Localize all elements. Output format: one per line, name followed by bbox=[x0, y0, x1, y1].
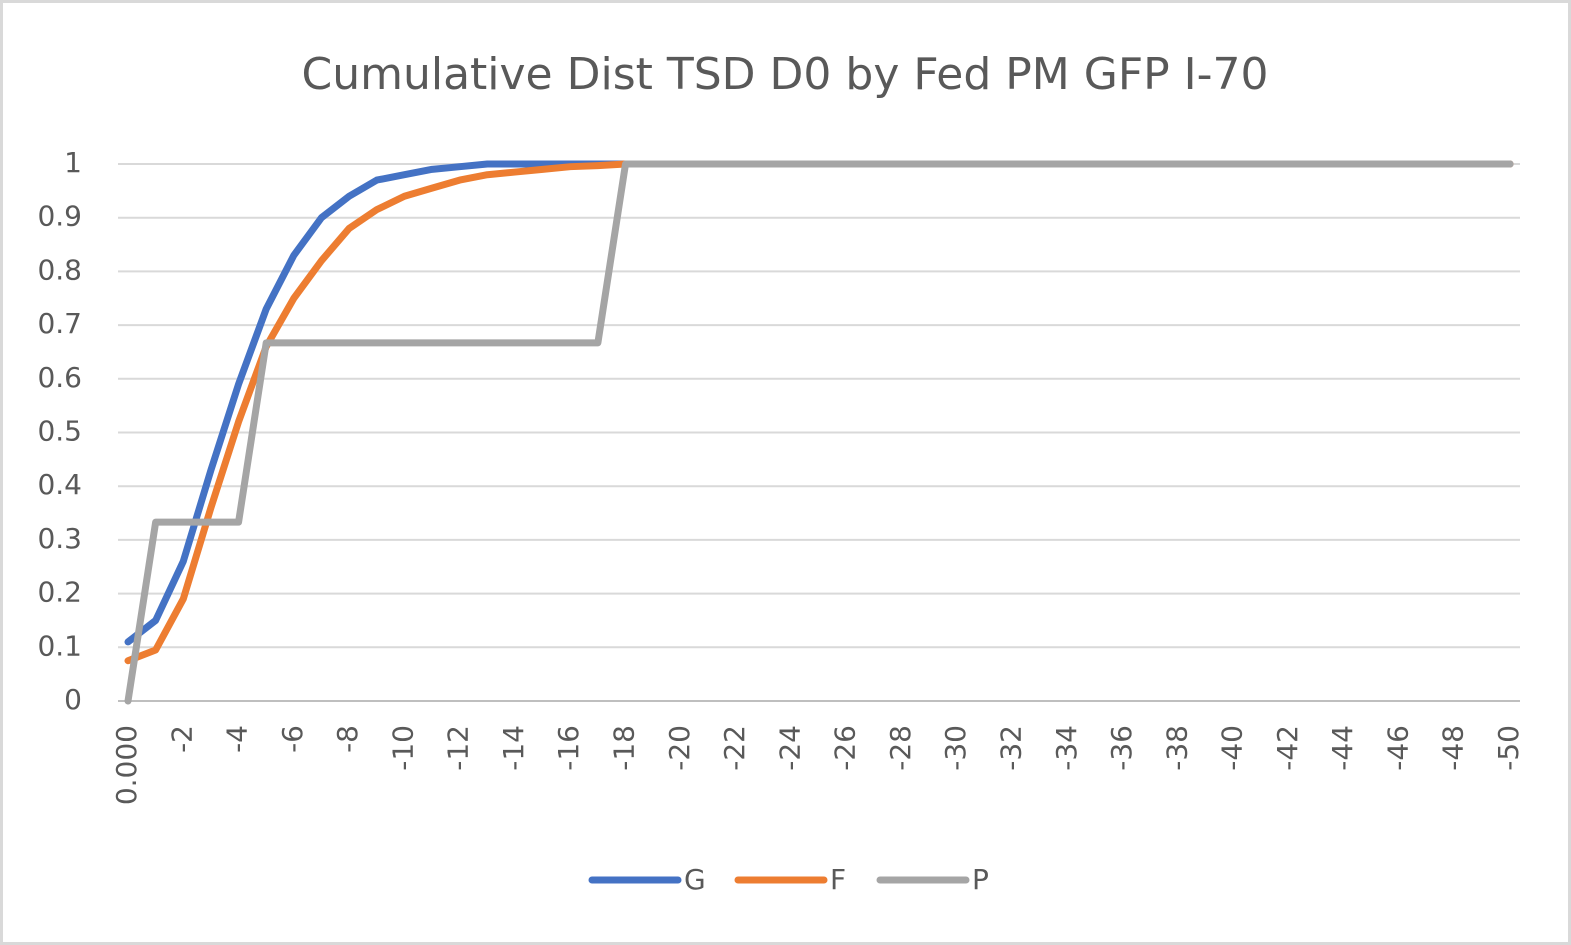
x-tick-label: -42 bbox=[1271, 725, 1304, 771]
y-tick-label: 1 bbox=[64, 146, 82, 179]
x-tick-label: -18 bbox=[608, 725, 641, 771]
x-tick-label: -36 bbox=[1105, 725, 1138, 771]
x-tick-label: -16 bbox=[552, 725, 585, 771]
x-tick-label: -26 bbox=[829, 725, 862, 771]
x-tick-label: -38 bbox=[1160, 725, 1193, 771]
x-tick-label: -10 bbox=[386, 725, 419, 771]
y-tick-label: 0.1 bbox=[37, 629, 82, 662]
x-tick-label: -28 bbox=[884, 725, 917, 771]
x-tick-label: -6 bbox=[276, 725, 309, 753]
x-tick-label: -14 bbox=[497, 725, 530, 771]
x-tick-label: -22 bbox=[718, 725, 751, 771]
x-tick-label: -34 bbox=[1050, 725, 1083, 771]
x-tick-label: -48 bbox=[1437, 725, 1470, 771]
line-series bbox=[124, 160, 1514, 705]
y-tick-label: 0.4 bbox=[37, 468, 82, 501]
x-tick-label: -20 bbox=[663, 725, 696, 771]
x-tick-label: -12 bbox=[442, 725, 475, 771]
y-tick-label: 0.8 bbox=[37, 253, 82, 286]
x-tick-label: -50 bbox=[1492, 725, 1525, 771]
y-tick-label: 0 bbox=[64, 683, 82, 716]
y-tick-label: 0.9 bbox=[37, 200, 82, 233]
y-tick-label: 0.7 bbox=[37, 307, 82, 340]
x-tick-label: -40 bbox=[1216, 725, 1249, 771]
legend-label: F bbox=[830, 863, 846, 896]
y-tick-label: 0.5 bbox=[37, 415, 82, 448]
x-tick-label: -2 bbox=[165, 725, 198, 753]
y-tick-label: 0.6 bbox=[37, 361, 82, 394]
chart-title: Cumulative Dist TSD D0 by Fed PM GFP I-7… bbox=[301, 49, 1268, 100]
x-tick-label: -46 bbox=[1381, 725, 1414, 771]
y-tick-label: 0.3 bbox=[37, 522, 82, 555]
x-tick-label: -32 bbox=[994, 725, 1027, 771]
x-tick-label: -30 bbox=[939, 725, 972, 771]
x-tick-label: -8 bbox=[331, 725, 364, 753]
y-tick-label: 0.2 bbox=[37, 576, 82, 609]
x-tick-label: -24 bbox=[773, 725, 806, 771]
legend-label: G bbox=[684, 863, 706, 896]
x-tick-label: 0.000 bbox=[110, 725, 143, 805]
x-tick-label: -4 bbox=[221, 725, 254, 753]
legend-label: P bbox=[972, 863, 989, 896]
x-tick-label: -44 bbox=[1326, 725, 1359, 771]
